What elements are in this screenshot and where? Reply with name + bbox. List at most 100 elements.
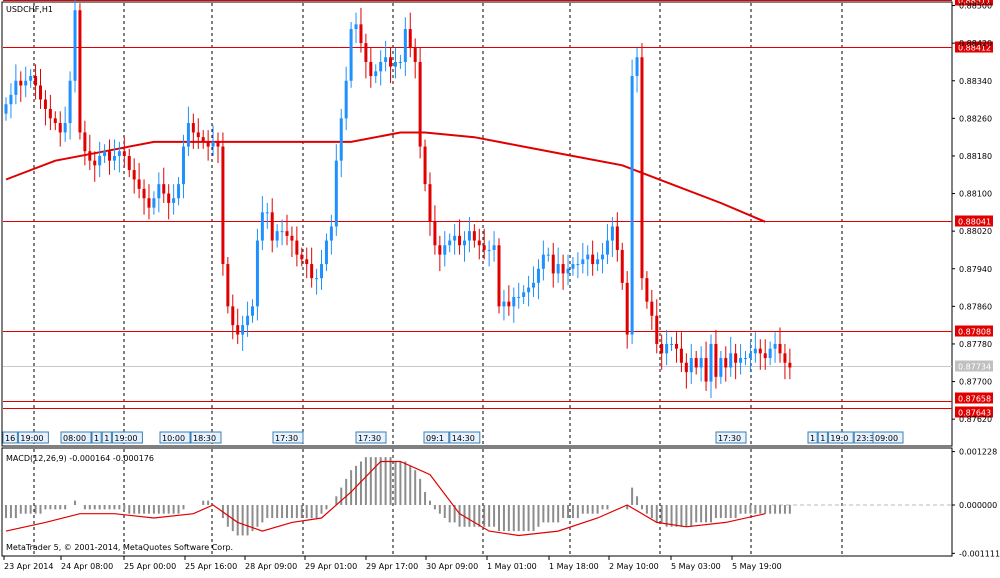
price-axis-label: 0.87700 <box>959 378 992 387</box>
candle-body <box>300 254 304 260</box>
candle-body <box>98 155 102 166</box>
candle-body <box>246 315 250 326</box>
candle-body <box>251 306 254 316</box>
candle-body <box>53 118 57 124</box>
candle-body <box>724 358 728 368</box>
time-axis-label: 2 May 10:00 <box>609 562 659 571</box>
candle-body <box>551 254 555 274</box>
candle-body <box>379 61 383 72</box>
candle-body <box>679 348 683 363</box>
event-marker <box>190 431 222 444</box>
macd-axis-label: 0.001228 <box>959 448 997 457</box>
candle-body <box>186 123 190 147</box>
candle-body <box>674 343 678 349</box>
price-level-tag <box>955 41 993 53</box>
candle-body <box>132 170 136 180</box>
event-marker-label: 1 <box>820 434 825 443</box>
candle-body <box>241 325 245 335</box>
event-marker-label: 17:30 <box>358 434 381 443</box>
candle-body <box>206 141 210 147</box>
candle-body <box>773 343 777 349</box>
time-gridlines <box>33 3 952 555</box>
event-marker-label: 18:30 <box>193 434 216 443</box>
time-axis-label: 25 Apr 00:00 <box>124 562 176 571</box>
event-marker <box>423 431 450 444</box>
event-marker <box>449 431 481 444</box>
candle-body <box>384 57 388 62</box>
price-level-label: 0.87808 <box>958 328 991 337</box>
macd-signal-line <box>5 460 766 537</box>
candle-body <box>196 132 200 138</box>
price-axis-label: 0.88260 <box>959 114 992 123</box>
event-marker <box>111 431 143 444</box>
candle-body <box>645 278 649 302</box>
event-marker-label: 19:00 <box>20 434 43 443</box>
price-axis-label: 0.88340 <box>959 77 992 86</box>
candle-body <box>231 306 235 326</box>
candle-body <box>492 245 496 250</box>
candle-body <box>280 231 284 233</box>
candle-body <box>739 358 743 363</box>
candle-body <box>221 146 225 265</box>
event-marker <box>807 431 818 444</box>
candle-body <box>310 264 314 279</box>
candle-body <box>255 240 259 307</box>
candle-body <box>448 240 452 246</box>
candle-body <box>408 29 412 48</box>
candle-body <box>546 254 550 256</box>
candle-body <box>389 57 393 67</box>
candle-body <box>418 61 422 147</box>
candle-body <box>359 24 363 44</box>
candle-body <box>403 29 407 62</box>
event-marker <box>355 431 387 444</box>
candle-body <box>601 254 605 260</box>
candle-body <box>413 47 417 62</box>
event-marker <box>827 431 854 444</box>
price-level-tag <box>955 406 993 418</box>
event-marker <box>715 431 747 444</box>
macd-axis: 0.001228 0.000000 -0.001111 <box>952 448 1000 558</box>
candle-body <box>226 264 230 307</box>
candle-body <box>768 348 772 359</box>
candle-body <box>527 287 531 293</box>
price-axis: 0.886600.885800.885000.884200.883400.882… <box>952 2 992 424</box>
candle-body <box>453 235 457 241</box>
event-marker-label: 19:0 <box>830 434 848 443</box>
candle-body <box>467 231 471 241</box>
candle-body <box>670 343 674 345</box>
candle-body <box>172 198 176 203</box>
price-axis-label: 0.87940 <box>959 265 992 274</box>
candle-body <box>4 104 8 114</box>
price-axis-label: 0.88020 <box>959 227 992 236</box>
candle-body <box>34 76 38 86</box>
candle-body <box>734 353 738 363</box>
event-marker <box>817 431 828 444</box>
candle-body <box>541 254 545 269</box>
candle-body <box>236 325 240 335</box>
macd-panel-frame <box>1 447 953 557</box>
candle-body <box>117 151 121 156</box>
candle-body <box>522 292 526 297</box>
candle-body <box>694 358 698 368</box>
chart-symbol-title: USDCHF,H1 <box>6 5 53 14</box>
price-axis-label: 0.88500 <box>959 2 992 11</box>
time-axis-label: 28 Apr 09:00 <box>245 562 297 571</box>
event-marker <box>872 431 904 444</box>
candle-body <box>14 80 18 95</box>
candle-body <box>290 235 294 241</box>
candle-body <box>354 24 358 30</box>
candle-body <box>398 61 402 63</box>
candle-body <box>108 151 112 161</box>
event-marker <box>272 431 304 444</box>
event-marker <box>101 431 112 444</box>
candle-body <box>763 353 767 359</box>
moving-average <box>5 131 766 223</box>
event-marker-label: 1 <box>94 434 99 443</box>
candle-body <box>305 259 309 265</box>
candle-body <box>699 358 703 368</box>
macd-signal <box>5 460 766 537</box>
candle-body <box>19 80 23 86</box>
candle-body <box>512 296 516 307</box>
candle-body <box>344 80 348 119</box>
candle-body <box>339 118 343 161</box>
